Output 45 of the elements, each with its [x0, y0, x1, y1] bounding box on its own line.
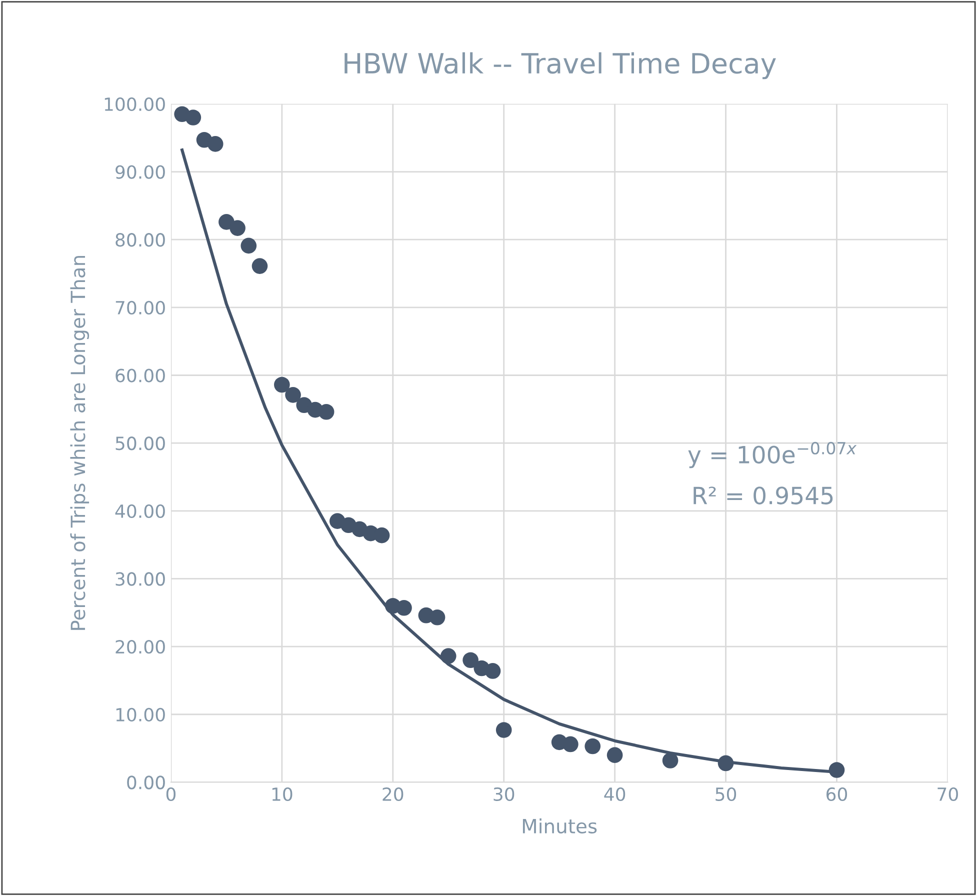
x-tick-label: 50 [716, 787, 736, 802]
point [274, 376, 290, 393]
point [606, 747, 623, 763]
point [240, 238, 257, 254]
x-tick-label: 70 [938, 787, 958, 802]
point [828, 762, 845, 778]
y-tick-label: 80.00 [116, 233, 165, 247]
point [662, 752, 678, 768]
y-tick-label: 70.00 [116, 300, 165, 315]
y-tick-label: 40.00 [115, 504, 165, 518]
point [252, 258, 268, 274]
annotation: R² = 0.9545 [694, 486, 833, 504]
x-tick-label: 20 [382, 787, 404, 802]
point [374, 527, 390, 544]
y-tick-label: 0.00 [127, 776, 165, 790]
point [318, 404, 334, 420]
x-tick-label: 10 [272, 787, 292, 802]
point [462, 652, 478, 668]
y-tick-label: 60.00 [116, 368, 165, 382]
x-tick-label: 30 [494, 787, 514, 802]
y-tick-label: 10.00 [116, 708, 165, 722]
point [584, 738, 601, 754]
x-tick-label: 0 [166, 787, 176, 802]
y-tick-label: 100.00 [104, 97, 165, 112]
point [484, 663, 501, 679]
point [230, 220, 246, 236]
point [285, 386, 301, 403]
point [718, 755, 734, 772]
x-tick-label: 60 [826, 787, 848, 802]
point [496, 722, 512, 738]
chart-title: HBW Walk -- Travel Time Decay [344, 52, 776, 80]
x-tick-label: 40 [604, 787, 626, 802]
point [185, 110, 202, 126]
point [562, 736, 578, 752]
annotation: y = 100e$^{−0.07x}$ [688, 442, 857, 468]
y-tick-label: 90.00 [116, 165, 165, 179]
point [429, 609, 446, 626]
y-axis-title: Percent of Trips which are Longer Than [70, 256, 90, 630]
point [396, 600, 412, 616]
point [207, 136, 224, 152]
x-axis-title: Minutes [522, 818, 597, 834]
y-tick-label: 50.00 [116, 436, 165, 450]
y-tick-label: 30.00 [116, 572, 165, 586]
point [440, 648, 456, 664]
y-tick-label: 20.00 [116, 640, 165, 654]
